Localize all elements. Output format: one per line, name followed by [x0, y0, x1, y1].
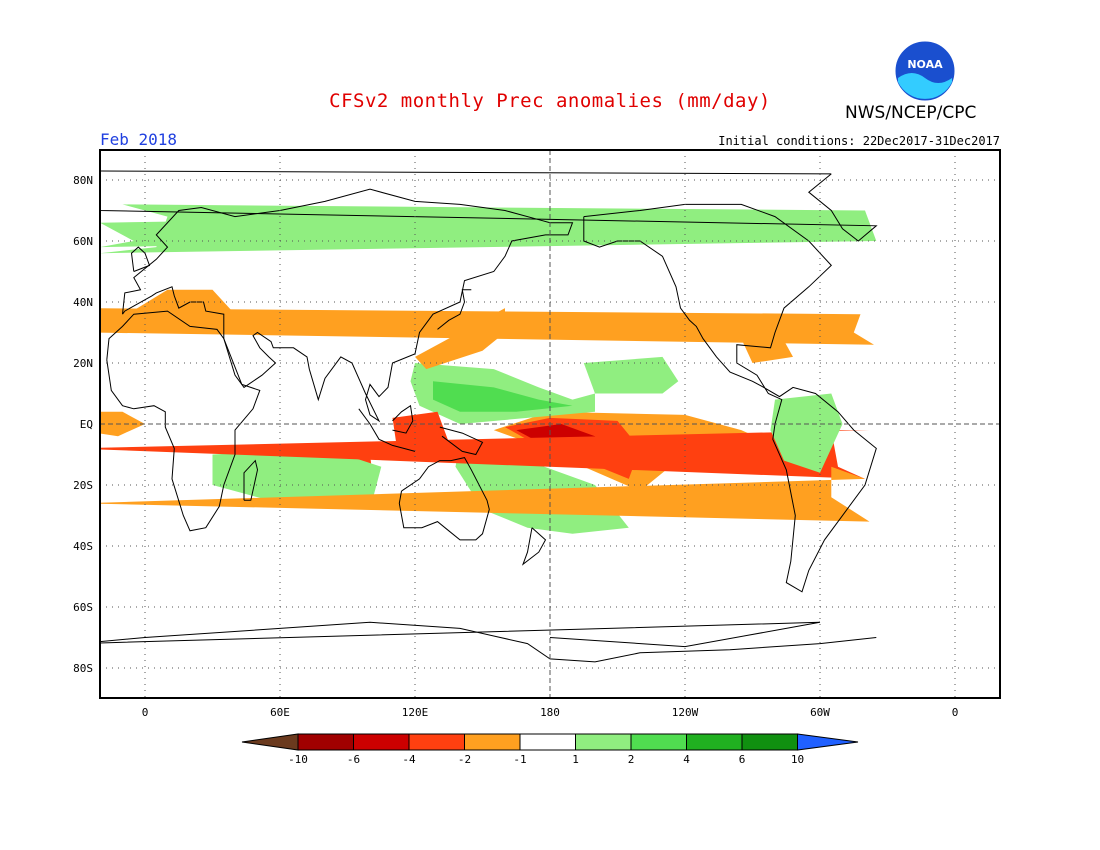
lat-label-3: 20N — [73, 357, 93, 370]
coastline-7 — [358, 408, 416, 452]
map-title: CFSv2 monthly Prec anomalies (mm/day) — [329, 90, 771, 112]
lat-label-0: 80N — [73, 174, 93, 187]
coastline-12 — [521, 527, 547, 566]
lat-label-4: EQ — [80, 418, 93, 431]
coastline-5 — [100, 621, 877, 663]
noaa-logo-text: NOAA — [907, 58, 943, 71]
legend-tick-9: 10 — [791, 753, 804, 766]
coastline-1 — [100, 170, 878, 242]
legend-swatch-6 — [575, 733, 632, 751]
legend-tick-8: 6 — [739, 753, 746, 766]
coastline-11 — [130, 246, 151, 272]
legend-tick-5: 1 — [572, 753, 579, 766]
anomaly-region-9 — [212, 448, 382, 510]
legend-swatch-4 — [464, 733, 521, 751]
coastline-6 — [437, 289, 472, 330]
map-frame — [99, 149, 1001, 699]
coastline-8 — [392, 404, 414, 434]
legend-tick-0: -10 — [288, 753, 308, 766]
lon-label-5: 60W — [810, 706, 830, 719]
legend-tick-1: -6 — [347, 753, 360, 766]
coastline-3 — [122, 188, 574, 423]
legend-tick-2: -4 — [402, 753, 416, 766]
legend-swatch-2 — [353, 733, 410, 751]
legend-swatch-3 — [408, 733, 465, 751]
anomaly-region-6 — [583, 356, 679, 394]
anomaly-region-14 — [770, 393, 843, 473]
lon-label-4: 120W — [672, 706, 699, 719]
anomaly-region-4 — [433, 381, 573, 412]
lat-label-5: 20S — [73, 479, 93, 492]
forecast-period: Feb 2018 — [100, 130, 178, 149]
lat-label-8: 80S — [73, 662, 93, 675]
agency-label: NWS/NCEP/CPC — [845, 103, 977, 123]
legend-swatch-7 — [630, 733, 687, 751]
legend-swatch-9 — [741, 733, 798, 751]
lon-label-6: 0 — [952, 706, 959, 719]
lon-label-0: 0 — [142, 706, 149, 719]
legend-swatch-5 — [519, 733, 576, 751]
map-layers — [100, 170, 878, 663]
legend-tick-7: 4 — [683, 753, 690, 766]
anomaly-region-13 — [100, 466, 870, 522]
legend-swatch-1 — [297, 733, 354, 751]
anomaly-region-19 — [100, 308, 874, 345]
coastline-4 — [398, 457, 490, 541]
legend-tick-3: -2 — [458, 753, 471, 766]
lon-label-1: 60E — [270, 706, 290, 719]
anomaly-region-16 — [100, 210, 865, 248]
initial-conditions: Initial conditions: 22Dec2017-31Dec2017 — [718, 134, 1000, 148]
legend-arrow-high — [797, 733, 859, 751]
lat-label-2: 40N — [73, 296, 93, 309]
legend-tick-6: 2 — [628, 753, 635, 766]
anomaly-region-18 — [100, 411, 145, 437]
coastline-10 — [243, 459, 259, 501]
legend-arrow-low — [241, 733, 299, 751]
noaa-logo: NOAA — [894, 40, 956, 102]
coastline-2 — [106, 310, 261, 532]
lat-label-1: 60N — [73, 235, 93, 248]
lat-label-6: 40S — [73, 540, 93, 553]
coastline-9 — [439, 426, 484, 456]
legend-tick-4: -1 — [513, 753, 526, 766]
lat-label-7: 60S — [73, 601, 93, 614]
lon-label-2: 120E — [402, 706, 429, 719]
coastline-0 — [583, 203, 877, 593]
lon-label-3: 180 — [540, 706, 560, 719]
anomaly-region-12 — [100, 430, 870, 479]
legend-swatch-8 — [686, 733, 743, 751]
